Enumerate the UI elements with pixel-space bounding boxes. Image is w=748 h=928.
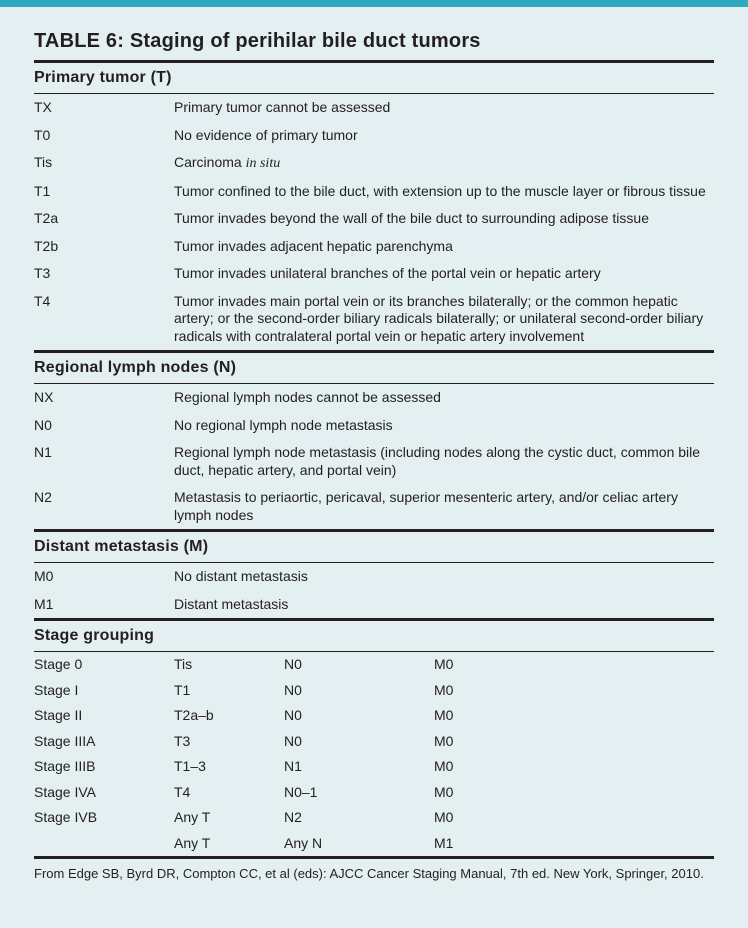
- stage-code: M1: [34, 596, 174, 614]
- stage-description: Regional lymph nodes cannot be assessed: [174, 389, 714, 407]
- table-row: M1 Distant metastasis: [34, 591, 714, 619]
- stage-m: M0: [434, 682, 714, 700]
- table-row: Any T Any N M1: [34, 831, 714, 857]
- section-heading-stage-grouping: Stage grouping: [34, 621, 714, 651]
- table-row: T2a Tumor invades beyond the wall of the…: [34, 205, 714, 233]
- stage-n: N0–1: [284, 784, 434, 802]
- stage-code: T0: [34, 127, 174, 145]
- stage-name: Stage IIIA: [34, 733, 174, 751]
- stage-code: N1: [34, 444, 174, 479]
- stage-m: M1: [434, 835, 714, 853]
- stage-code: TX: [34, 99, 174, 117]
- stage-description: No distant metastasis: [174, 568, 714, 586]
- stage-code: T4: [34, 293, 174, 346]
- stage-description: Primary tumor cannot be assessed: [174, 99, 714, 117]
- stage-t: T1–3: [174, 758, 284, 776]
- table-row: NX Regional lymph nodes cannot be assess…: [34, 384, 714, 412]
- table-row: Stage I T1 N0 M0: [34, 678, 714, 704]
- stage-t: T2a–b: [174, 707, 284, 725]
- stage-t: Any T: [174, 835, 284, 853]
- stage-name: Stage 0: [34, 656, 174, 674]
- italic-text: in situ: [246, 156, 281, 171]
- table-row: Stage II T2a–b N0 M0: [34, 703, 714, 729]
- stage-n: Any N: [284, 835, 434, 853]
- stage-name: Stage I: [34, 682, 174, 700]
- section-heading-distant-mets: Distant metastasis (M): [34, 532, 714, 562]
- stage-description: Tumor invades beyond the wall of the bil…: [174, 210, 714, 228]
- stage-n: N0: [284, 656, 434, 674]
- stage-code: N0: [34, 417, 174, 435]
- stage-description: No regional lymph node metastasis: [174, 417, 714, 435]
- stage-m: M0: [434, 656, 714, 674]
- stage-code: Tis: [34, 154, 174, 173]
- table-row: N1 Regional lymph node metastasis (inclu…: [34, 439, 714, 484]
- stage-description: Regional lymph node metastasis (includin…: [174, 444, 714, 479]
- stage-code: T1: [34, 183, 174, 201]
- section-heading-regional-nodes: Regional lymph nodes (N): [34, 353, 714, 383]
- table-row: T3 Tumor invades unilateral branches of …: [34, 260, 714, 288]
- table-row: Stage IIIA T3 N0 M0: [34, 729, 714, 755]
- stage-n: N2: [284, 809, 434, 827]
- stage-description: No evidence of primary tumor: [174, 127, 714, 145]
- stage-description: Tumor invades main portal vein or its br…: [174, 293, 714, 346]
- stage-m: M0: [434, 733, 714, 751]
- stage-t: T4: [174, 784, 284, 802]
- top-accent-bar: [0, 0, 748, 7]
- table-title: TABLE 6: Staging of perihilar bile duct …: [34, 29, 714, 60]
- text: Carcinoma: [174, 154, 246, 170]
- source-footnote: From Edge SB, Byrd DR, Compton CC, et al…: [34, 859, 714, 883]
- stage-code: T2b: [34, 238, 174, 256]
- stage-n: N0: [284, 733, 434, 751]
- stage-code: T3: [34, 265, 174, 283]
- stage-description: Carcinoma in situ: [174, 154, 714, 173]
- section-heading-primary-tumor: Primary tumor (T): [34, 63, 714, 93]
- stage-description: Tumor confined to the bile duct, with ex…: [174, 183, 714, 201]
- table-row: T0 No evidence of primary tumor: [34, 122, 714, 150]
- table-row: TX Primary tumor cannot be assessed: [34, 94, 714, 122]
- stage-description: Distant metastasis: [174, 596, 714, 614]
- stage-code: N2: [34, 489, 174, 524]
- table-row: N2 Metastasis to periaortic, pericaval, …: [34, 484, 714, 529]
- stage-name: [34, 835, 174, 853]
- stage-t: Tis: [174, 656, 284, 674]
- table-row: Tis Carcinoma in situ: [34, 149, 714, 178]
- stage-description: Tumor invades adjacent hepatic parenchym…: [174, 238, 714, 256]
- stage-code: NX: [34, 389, 174, 407]
- table-row: T2b Tumor invades adjacent hepatic paren…: [34, 233, 714, 261]
- table-row: T1 Tumor confined to the bile duct, with…: [34, 178, 714, 206]
- table-container: TABLE 6: Staging of perihilar bile duct …: [0, 7, 748, 903]
- stage-t: T1: [174, 682, 284, 700]
- stage-code: T2a: [34, 210, 174, 228]
- stage-m: M0: [434, 707, 714, 725]
- stage-name: Stage IVB: [34, 809, 174, 827]
- stage-code: M0: [34, 568, 174, 586]
- table-row: Stage IVB Any T N2 M0: [34, 805, 714, 831]
- stage-n: N1: [284, 758, 434, 776]
- table-row: M0 No distant metastasis: [34, 563, 714, 591]
- stage-t: T3: [174, 733, 284, 751]
- stage-n: N0: [284, 682, 434, 700]
- table-row: T4 Tumor invades main portal vein or its…: [34, 288, 714, 351]
- stage-description: Tumor invades unilateral branches of the…: [174, 265, 714, 283]
- table-row: Stage IVA T4 N0–1 M0: [34, 780, 714, 806]
- stage-t: Any T: [174, 809, 284, 827]
- stage-n: N0: [284, 707, 434, 725]
- stage-name: Stage IIIB: [34, 758, 174, 776]
- stage-name: Stage II: [34, 707, 174, 725]
- table-row: Stage IIIB T1–3 N1 M0: [34, 754, 714, 780]
- table-row: Stage 0 Tis N0 M0: [34, 652, 714, 678]
- table-row: N0 No regional lymph node metastasis: [34, 412, 714, 440]
- stage-m: M0: [434, 758, 714, 776]
- stage-m: M0: [434, 809, 714, 827]
- stage-m: M0: [434, 784, 714, 802]
- stage-name: Stage IVA: [34, 784, 174, 802]
- stage-description: Metastasis to periaortic, pericaval, sup…: [174, 489, 714, 524]
